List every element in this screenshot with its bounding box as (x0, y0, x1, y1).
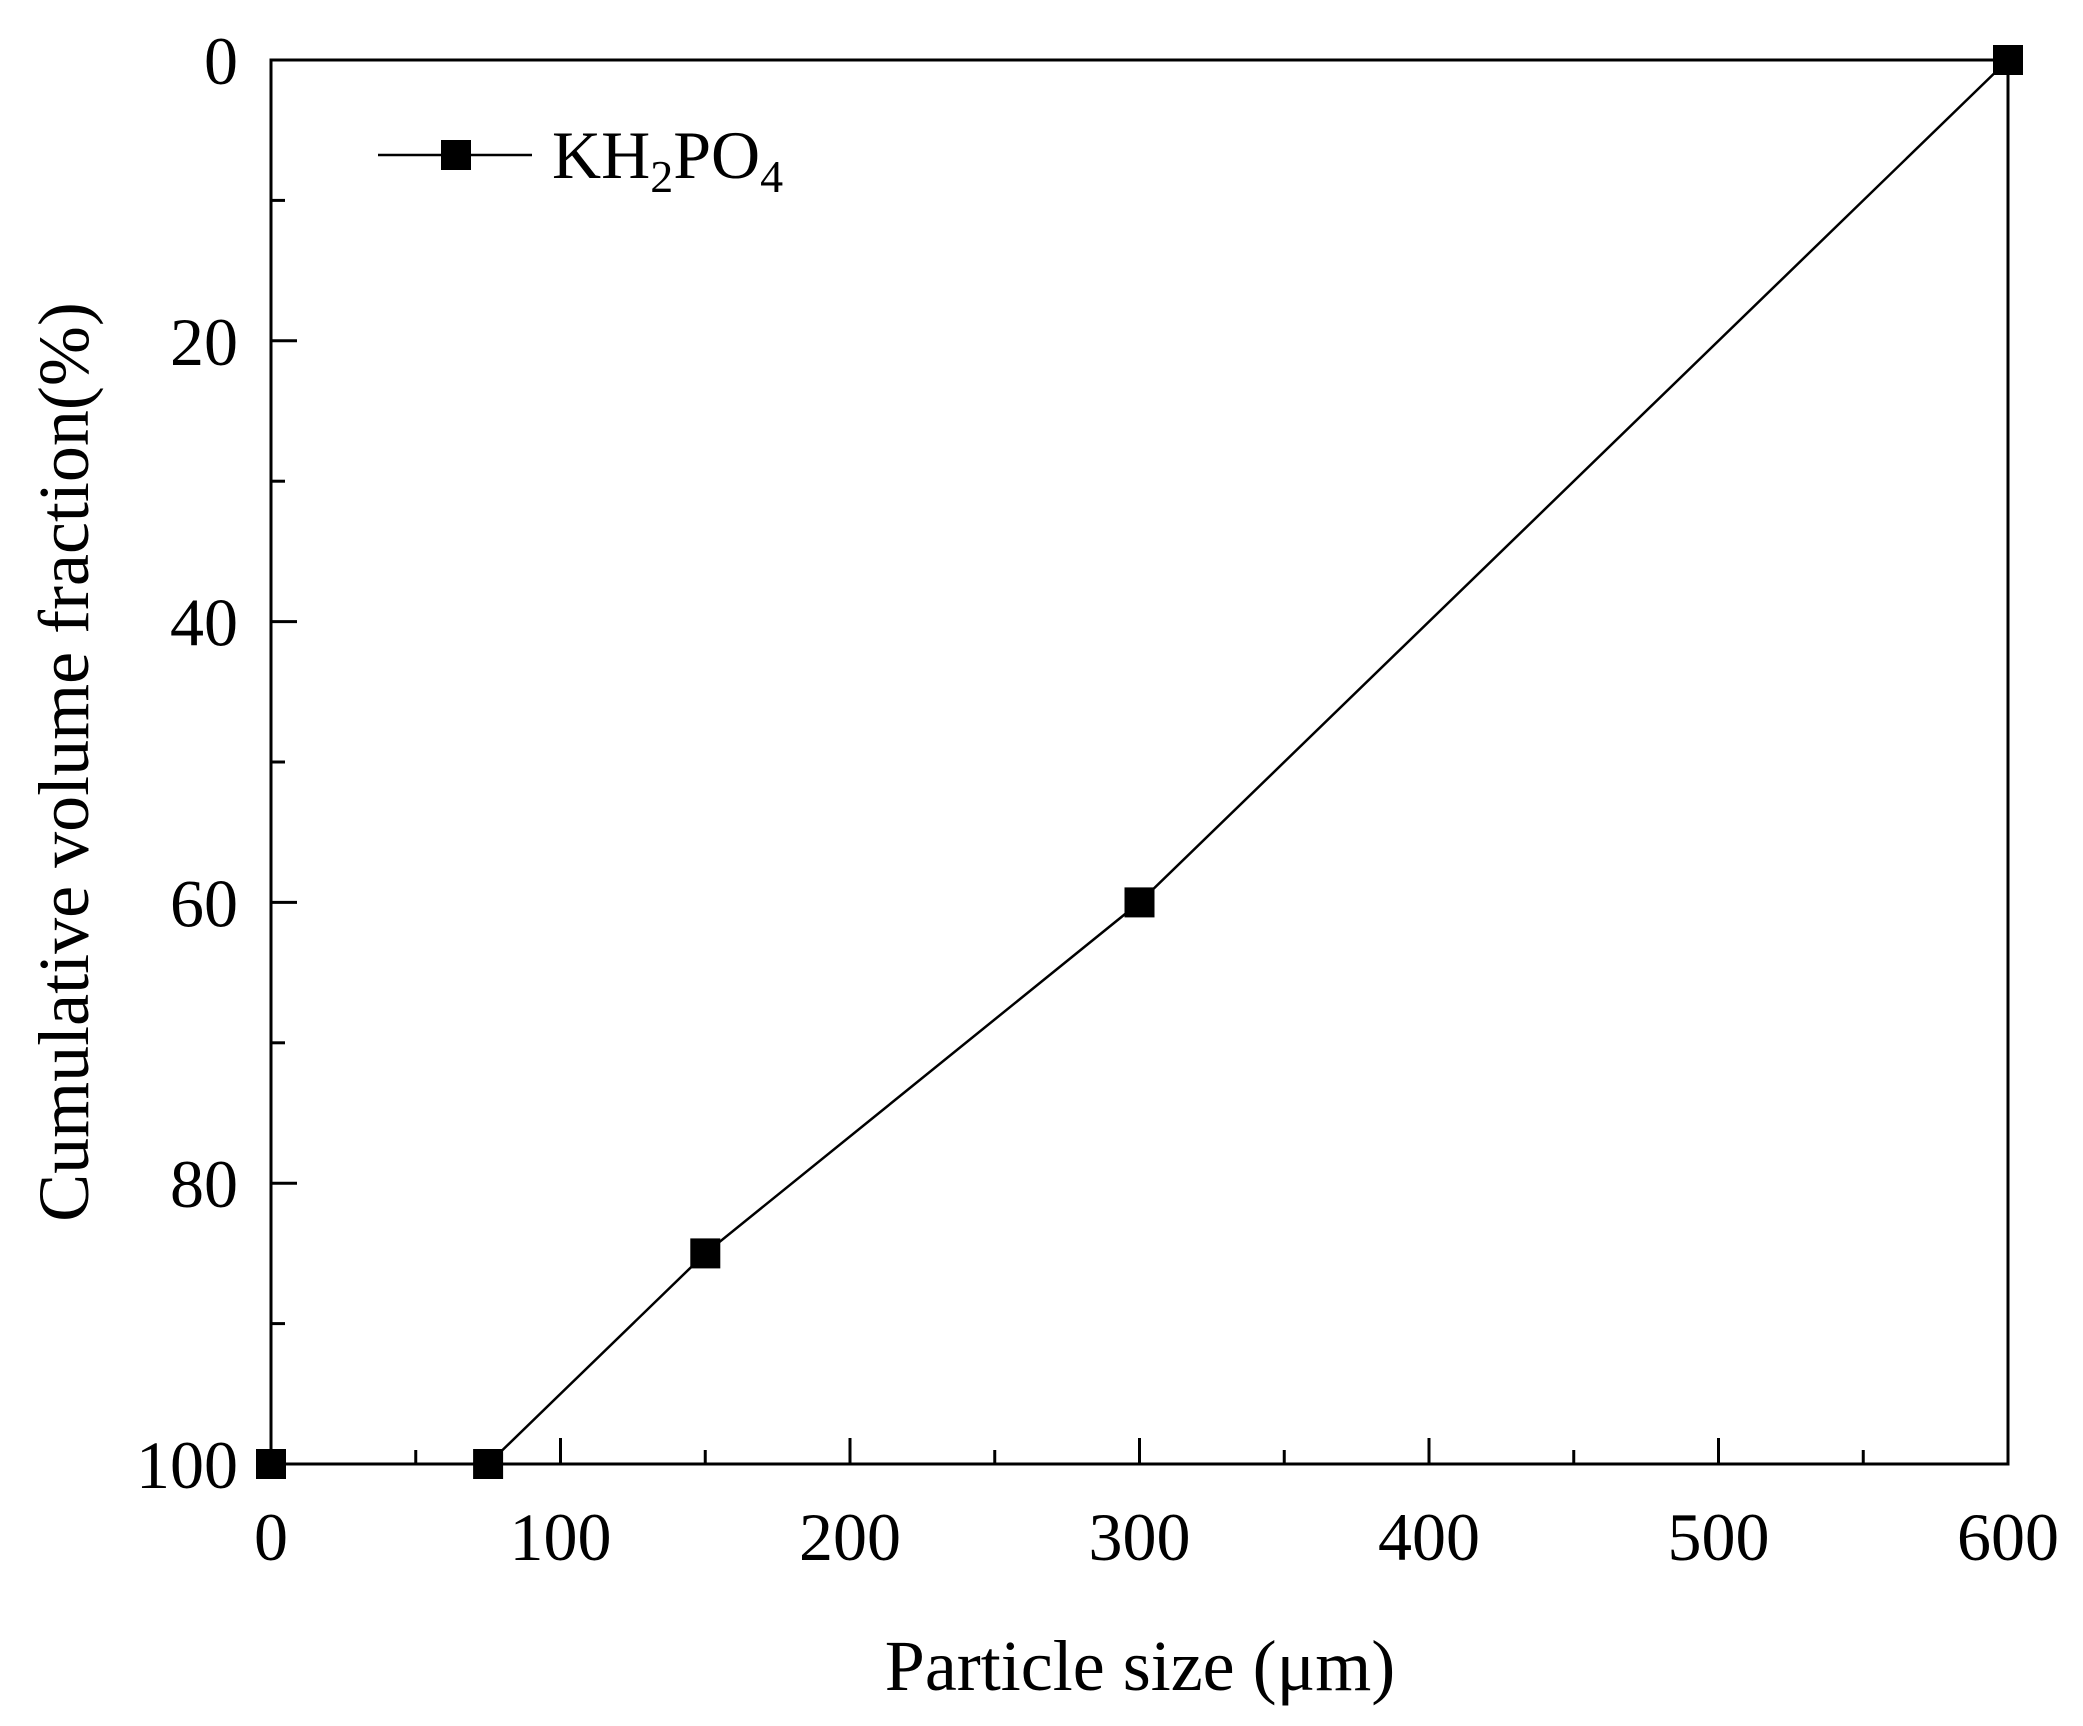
y-tick-label: 20 (170, 304, 238, 380)
x-tick-label: 500 (1668, 1499, 1770, 1575)
y-tick-label: 40 (170, 585, 238, 661)
x-tick-label: 400 (1378, 1499, 1480, 1575)
x-tick-label: 600 (1957, 1499, 2059, 1575)
data-point-marker (1124, 887, 1155, 918)
plot-area-frame (269, 58, 2010, 1466)
x-axis-title: Particle size (μm) (885, 1626, 1395, 1706)
x-tick-label: 0 (254, 1499, 288, 1575)
y-tick-label: 80 (170, 1146, 238, 1222)
x-tick-label: 100 (510, 1499, 612, 1575)
x-tick-label: 200 (799, 1499, 901, 1575)
x-tick-label: 300 (1089, 1499, 1191, 1575)
legend: KH2PO4 (378, 117, 783, 202)
y-tick-label: 60 (170, 865, 238, 941)
y-tick-label: 0 (204, 23, 238, 99)
data-point-marker (690, 1238, 721, 1269)
legend-marker-square (441, 140, 471, 170)
legend-label-kh2po4: KH2PO4 (552, 117, 783, 202)
y-tick-label: 100 (136, 1427, 238, 1503)
y-axis-title: Cumulative volume fraction(%) (24, 302, 104, 1222)
